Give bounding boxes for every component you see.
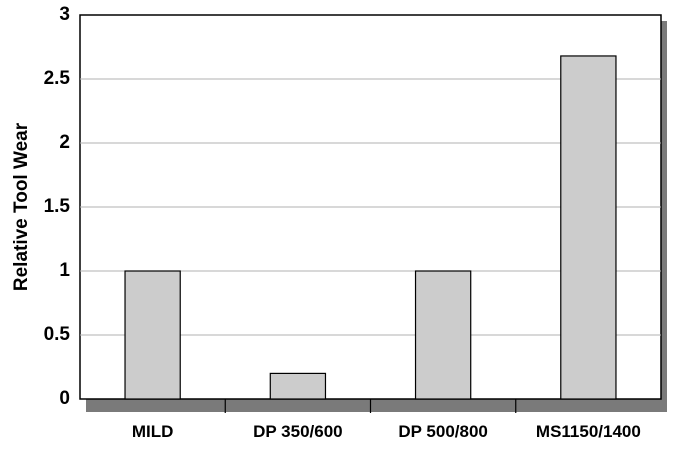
y-axis-title: Relative Tool Wear bbox=[11, 122, 32, 291]
x-category-label: MILD bbox=[132, 422, 174, 441]
y-axis: 0 0.5 1 1.5 2 2.5 3 bbox=[44, 4, 71, 409]
x-category-label: MS1150/1400 bbox=[536, 422, 641, 441]
bars bbox=[124, 55, 617, 400]
x-axis: MILD DP 350/600 DP 500/800 MS1150/1400 bbox=[132, 399, 641, 441]
y-tick-label: 2.5 bbox=[44, 68, 71, 89]
y-tick-label: 1 bbox=[59, 260, 70, 281]
bar-0 bbox=[124, 270, 181, 400]
x-category-label: DP 350/600 bbox=[253, 422, 342, 441]
bar-3 bbox=[560, 55, 617, 400]
y-tick-label: 0 bbox=[59, 388, 70, 409]
y-tick-label: 1.5 bbox=[44, 196, 71, 217]
x-category-label: DP 500/800 bbox=[398, 422, 487, 441]
y-tick-label: 2 bbox=[59, 132, 70, 153]
y-tick-label: 3 bbox=[59, 4, 70, 25]
bar-1 bbox=[269, 372, 327, 400]
bar-2 bbox=[414, 270, 472, 400]
y-tick-label: 0.5 bbox=[44, 324, 71, 345]
